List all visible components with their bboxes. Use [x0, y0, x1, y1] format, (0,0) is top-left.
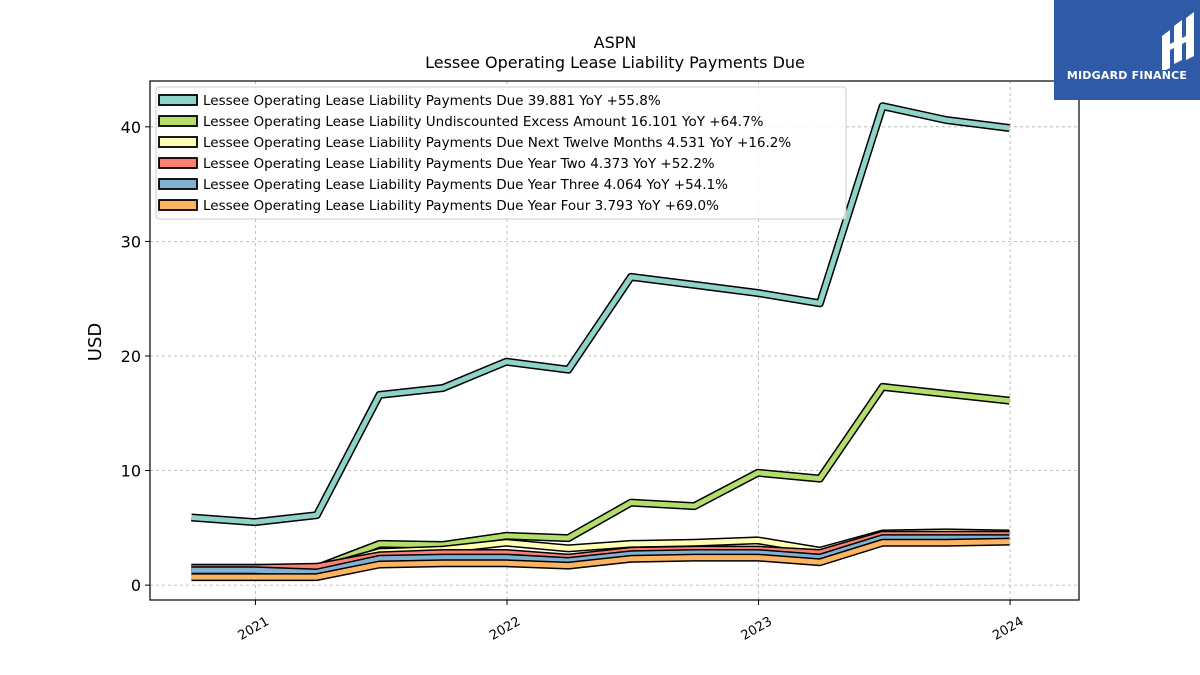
series-line	[191, 103, 1010, 525]
brand-logo: MIDGARD FINANCE	[1054, 0, 1200, 100]
legend-swatch	[158, 136, 198, 148]
chart-title: ASPN	[594, 33, 637, 52]
y-tick-label: 20	[121, 347, 141, 366]
y-tick-label: 40	[121, 118, 141, 137]
legend-item: Lessee Operating Lease Liability Payment…	[158, 135, 791, 151]
legend-swatch	[158, 94, 198, 106]
legend-item: Lessee Operating Lease Liability Payment…	[158, 198, 719, 214]
axes-frame	[149, 80, 1080, 601]
logo-mark-icon	[1162, 12, 1194, 70]
series-lessee-operating-lease-liability-payments-due-year-three	[191, 534, 1010, 577]
legend-swatch	[158, 157, 198, 169]
logo-text: MIDGARD FINANCE	[1066, 69, 1188, 82]
x-tick-label: 2021	[236, 614, 272, 644]
x-tick-label: 2022	[487, 614, 523, 644]
legend	[155, 86, 847, 220]
legend-label: Lessee Operating Lease Liability Undisco…	[203, 114, 764, 130]
legend-item: Lessee Operating Lease Liability Payment…	[158, 177, 728, 193]
legend-swatch	[158, 199, 198, 211]
legend-label: Lessee Operating Lease Liability Payment…	[203, 156, 715, 172]
legend-label: Lessee Operating Lease Liability Payment…	[203, 177, 728, 193]
series-line	[191, 535, 1010, 575]
y-axis-label: USD	[85, 323, 106, 361]
series-lessee-operating-lease-liability-payments-due-year-four	[191, 537, 1010, 582]
chart-subtitle: Lessee Operating Lease Liability Payment…	[425, 53, 805, 72]
legend-item: Lessee Operating Lease Liability Payment…	[158, 156, 715, 172]
y-tick-label: 30	[121, 232, 141, 251]
legend-item: Lessee Operating Lease Liability Undisco…	[158, 114, 764, 130]
legend-label: Lessee Operating Lease Liability Payment…	[203, 198, 719, 214]
x-tick-label: 2023	[739, 614, 775, 644]
legend-swatch	[158, 178, 198, 190]
legend-label: Lessee Operating Lease Liability Payment…	[203, 135, 791, 151]
series-lessee-operating-lease-liability-payments-due	[191, 102, 1010, 527]
legend-label: Lessee Operating Lease Liability Payment…	[203, 93, 661, 109]
legend-swatch	[158, 115, 198, 127]
y-tick-label: 10	[121, 462, 141, 481]
y-tick-label: 0	[131, 576, 141, 595]
series-line	[191, 539, 1010, 580]
x-tick-label: 2024	[990, 614, 1026, 644]
legend-item: Lessee Operating Lease Liability Payment…	[158, 93, 661, 109]
